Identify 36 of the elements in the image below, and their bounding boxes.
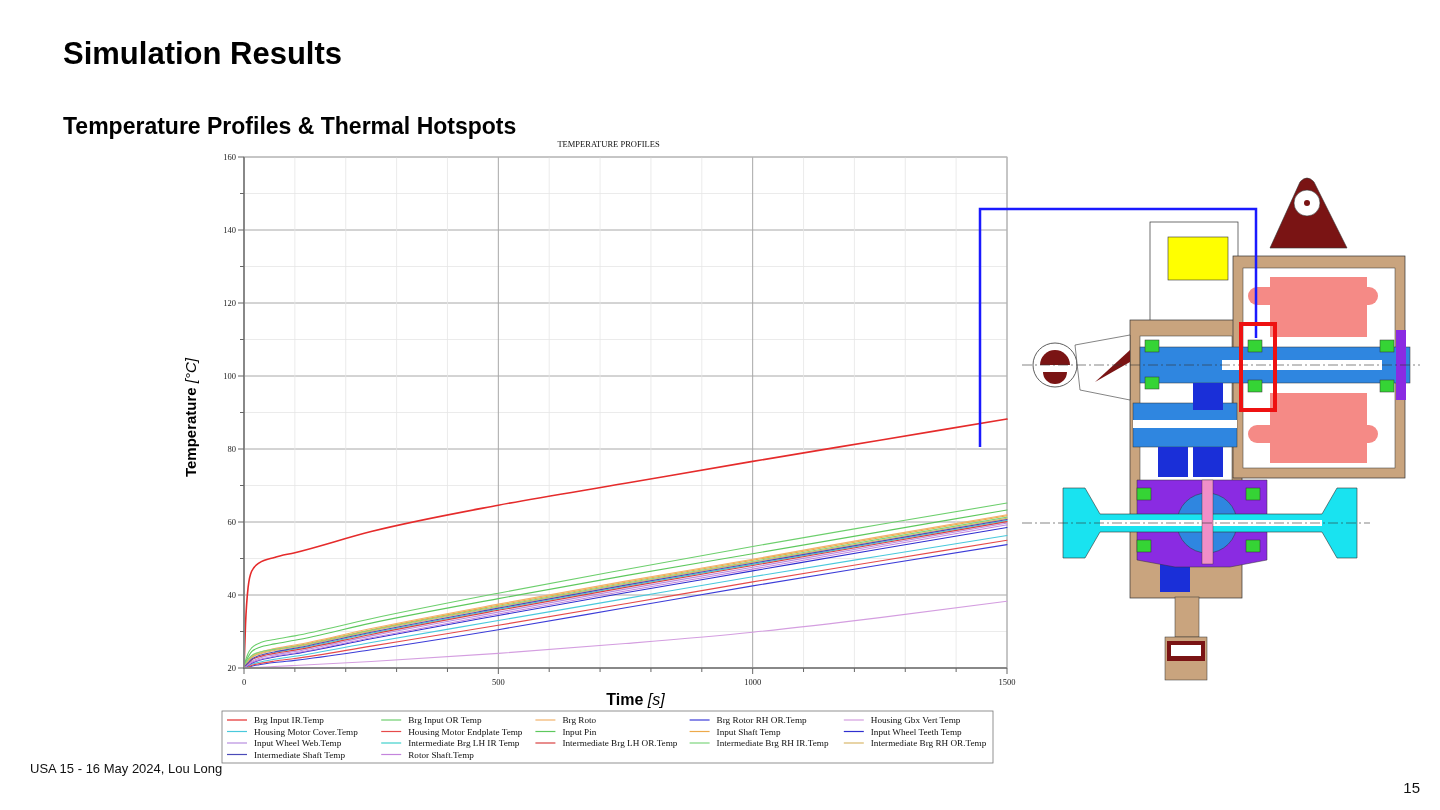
chart-title: Simulation Results — [63, 36, 343, 71]
legend-label: Housing Motor Cover.Temp — [254, 726, 359, 737]
legend-label: Housing Motor Endplate Temp — [408, 726, 523, 737]
chart-subtitle: Temperature Profiles & Thermal Hotspots — [63, 113, 517, 139]
legend-label: Intermediate Brg LH OR.Temp — [562, 738, 678, 749]
y-tick-label: 60 — [227, 516, 236, 527]
legend-label: Intermediate Shaft Temp — [254, 749, 346, 760]
y-tick-label: 160 — [223, 151, 236, 162]
legend-label: Intermediate Brg RH IR.Temp — [716, 738, 829, 749]
legend-label: Rotor Shaft.Temp — [408, 749, 475, 760]
legend-label: Input Wheel Teeth Temp — [870, 726, 963, 737]
text: USA 15 - 16 May 2024, Lou Long — [30, 761, 223, 776]
legend-label: Brg Input OR Temp — [408, 715, 482, 726]
y-tick-label: 20 — [227, 662, 236, 673]
y-tick-label: 80 — [227, 443, 236, 454]
legend-label: Housing Gbx Vert Temp — [870, 715, 961, 726]
legend-label: Input Shaft Temp — [716, 726, 782, 737]
x-tick-label: 0 — [241, 677, 247, 687]
legend-label: Intermediate Brg LH IR Temp — [408, 738, 520, 749]
legend-label: Input Pin — [562, 726, 597, 737]
legend-label: Intermediate Brg RH OR.Temp — [870, 738, 987, 749]
x-tick-label: 1500 — [998, 677, 1016, 687]
x-axis-title: Time [s] — [606, 691, 666, 708]
y-tick-label: 140 — [223, 224, 236, 235]
legend-label: Brg Roto — [562, 715, 597, 726]
x-tick-label: 1000 — [744, 677, 762, 687]
text: TEMPERATURE PROFILES — [557, 139, 660, 149]
text: 15 — [1403, 779, 1420, 796]
y-tick-label: 120 — [223, 297, 236, 308]
x-tick-label: 500 — [491, 677, 505, 687]
y-tick-label: 100 — [223, 370, 236, 381]
y-tick-label: 40 — [227, 589, 236, 600]
legend-label: Brg Input IR.Temp — [254, 715, 325, 726]
legend-label: Brg Rotor RH OR.Temp — [716, 715, 808, 726]
y-axis-title: Temperature [°C] — [182, 357, 199, 478]
legend-label: Input Wheel Web.Temp — [254, 738, 342, 749]
